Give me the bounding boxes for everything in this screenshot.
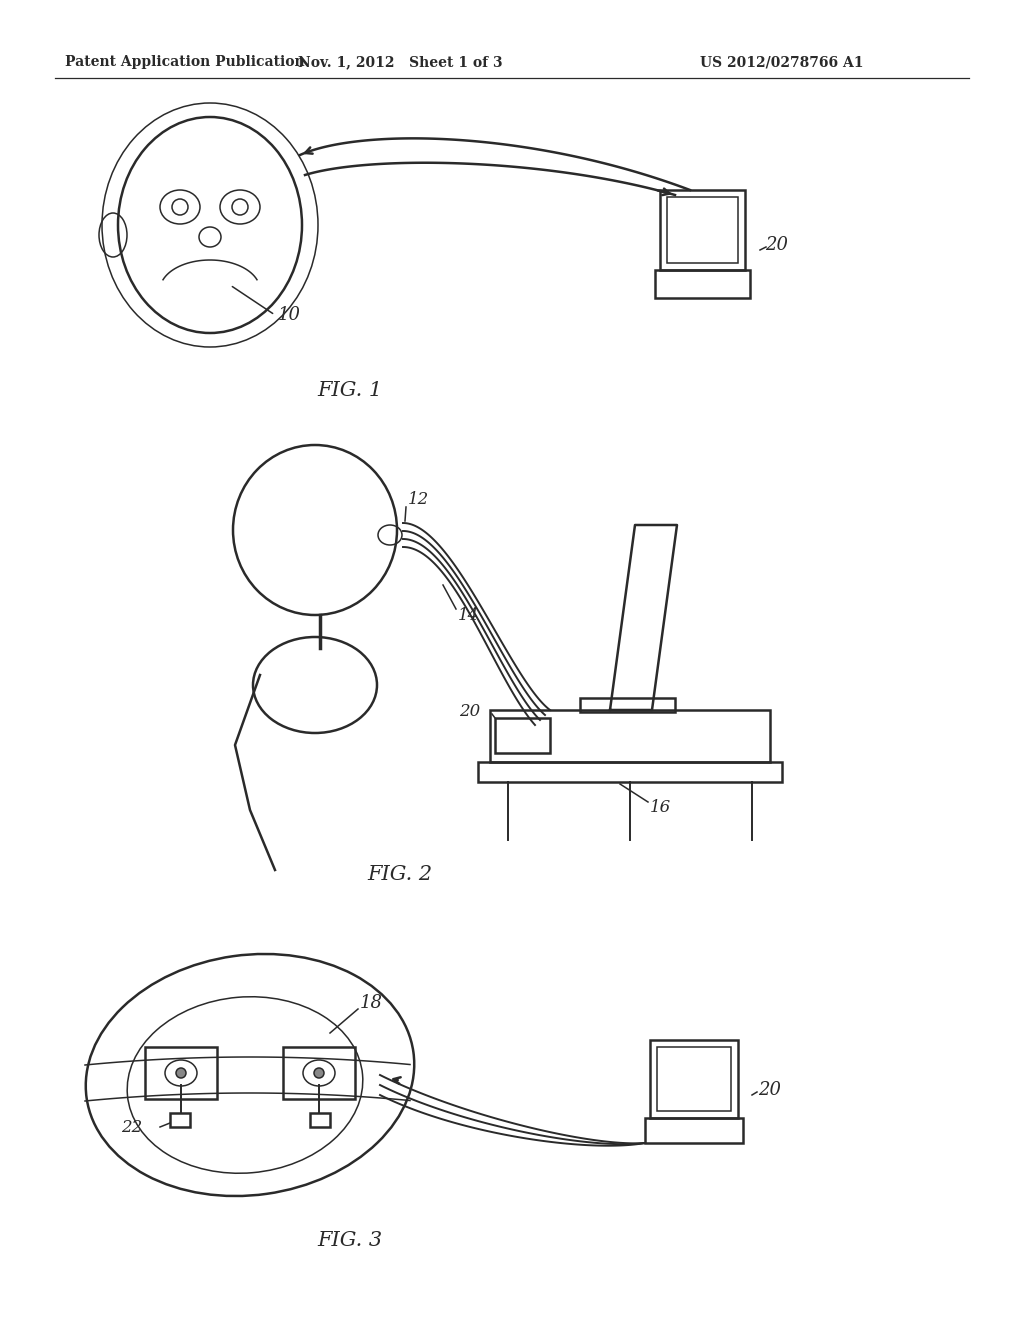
Text: FIG. 1: FIG. 1 bbox=[317, 380, 383, 400]
Text: 22: 22 bbox=[121, 1118, 142, 1135]
Bar bbox=[283, 1047, 355, 1100]
Bar bbox=[490, 710, 770, 762]
Bar bbox=[660, 190, 745, 271]
Bar bbox=[650, 1040, 738, 1118]
Bar bbox=[655, 271, 750, 298]
Text: 14: 14 bbox=[458, 606, 479, 623]
Bar bbox=[310, 1113, 330, 1127]
Text: US 2012/0278766 A1: US 2012/0278766 A1 bbox=[700, 55, 863, 69]
Text: 20: 20 bbox=[758, 1081, 781, 1100]
Text: FIG. 3: FIG. 3 bbox=[317, 1230, 383, 1250]
Bar bbox=[667, 197, 738, 263]
Text: 20: 20 bbox=[459, 704, 480, 721]
Text: Patent Application Publication: Patent Application Publication bbox=[65, 55, 304, 69]
Bar bbox=[145, 1047, 217, 1100]
Bar bbox=[645, 1118, 743, 1143]
Text: FIG. 2: FIG. 2 bbox=[368, 866, 432, 884]
Bar bbox=[478, 762, 782, 781]
Bar bbox=[495, 718, 550, 752]
Ellipse shape bbox=[176, 1068, 186, 1078]
Text: 10: 10 bbox=[278, 306, 301, 323]
Text: 12: 12 bbox=[408, 491, 429, 508]
Text: Nov. 1, 2012   Sheet 1 of 3: Nov. 1, 2012 Sheet 1 of 3 bbox=[298, 55, 503, 69]
Text: 18: 18 bbox=[360, 994, 383, 1012]
Bar bbox=[170, 1113, 190, 1127]
Ellipse shape bbox=[314, 1068, 324, 1078]
Text: 20: 20 bbox=[765, 236, 788, 253]
Text: 16: 16 bbox=[650, 800, 672, 817]
Bar bbox=[657, 1047, 731, 1111]
Bar bbox=[580, 698, 675, 711]
